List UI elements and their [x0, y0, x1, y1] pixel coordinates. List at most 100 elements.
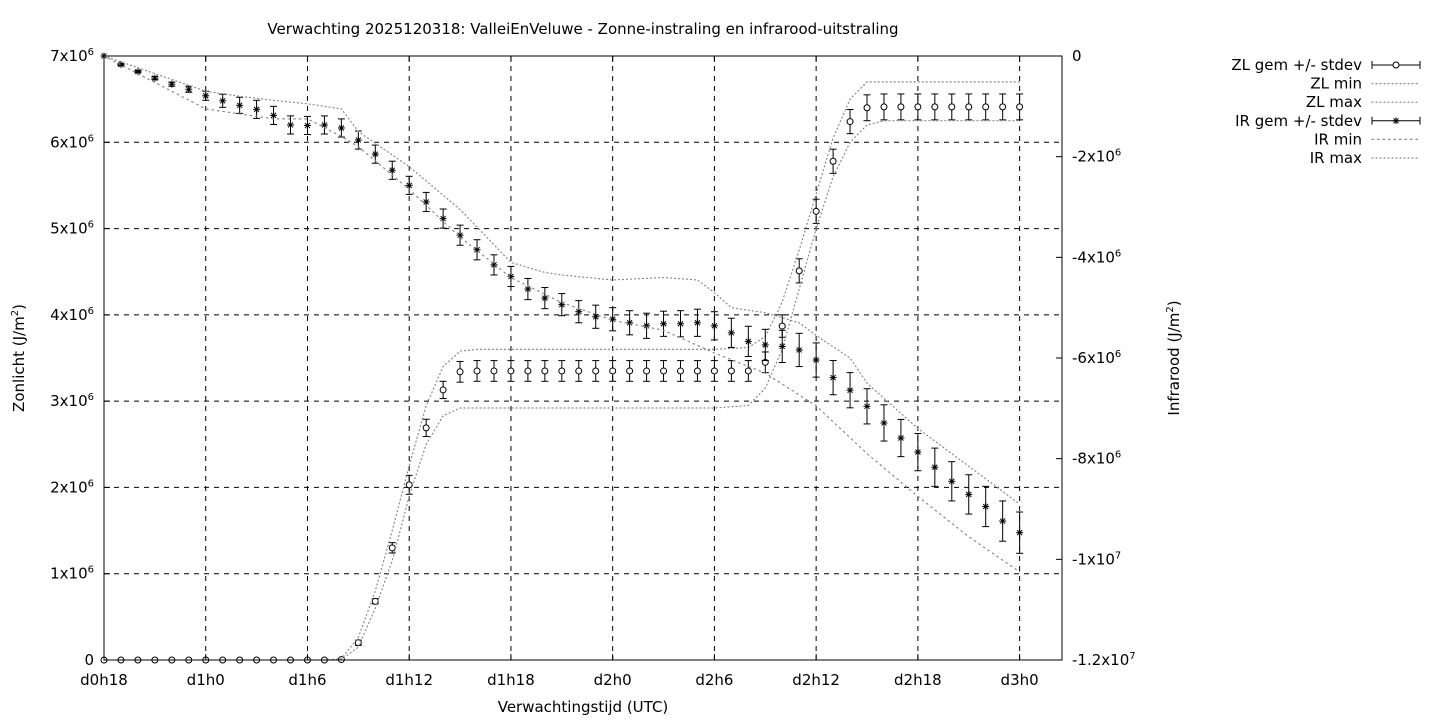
y2-tick-label-exp: 6 [1115, 349, 1121, 360]
ir-gem-stdev-point-d2 [508, 273, 514, 280]
zl-gem-stdev-point [931, 103, 939, 111]
zl-gem-stdev-point [439, 386, 447, 394]
y-tick-label: 3x106 [50, 392, 94, 410]
ir-gem-stdev-point-d2 [1016, 529, 1023, 536]
zl-gem-stdev-point [693, 367, 701, 375]
ir-gem-stdev-point [982, 502, 990, 510]
zl-gem-stdev-point [863, 104, 871, 112]
ir-gem-stdev-point-d2 [372, 151, 379, 158]
legend-item: ZL max [1306, 93, 1421, 111]
zl-gem-stdev-point [660, 367, 668, 375]
series-layer [100, 52, 1024, 664]
y-tick-label: 5x106 [50, 220, 94, 238]
ir-gem-stdev-point [643, 322, 651, 330]
ir-gem-stdev-point-d2 [847, 387, 853, 394]
zl-gem-stdev-point [507, 367, 515, 375]
ir-gem-stdev-point [795, 346, 803, 354]
legend-item: IR gem +/- stdev [1235, 112, 1421, 130]
ir-gem-stdev-point [914, 448, 922, 456]
ir-gem-stdev-point-d2 [202, 92, 209, 99]
zl-gem-stdev-point [1016, 103, 1024, 111]
y-tick-label-base: 7x10 [50, 47, 88, 65]
ir-max-line [103, 55, 1021, 505]
ir-gem-stdev-point-d2 [864, 403, 870, 410]
legend-label: ZL min [1310, 75, 1362, 93]
x-tick-label: d2h6 [695, 671, 733, 689]
y-tick-label-base: 4x10 [50, 306, 88, 324]
y-tick-label: 1x106 [50, 565, 94, 583]
zl-gem-stdev-point [812, 207, 820, 215]
zl-gem-stdev-point [422, 424, 430, 432]
ir-gem-stdev-point [829, 374, 837, 382]
ir-gem-stdev-point-d2 [779, 343, 786, 350]
zl-gem-stdev-point [575, 367, 583, 375]
zl-gem-stdev-point [710, 367, 718, 375]
ir-gem-stdev-point-d2 [406, 182, 413, 189]
ir-gem-stdev-point [880, 419, 888, 427]
ir-gem-stdev-point-d2 [881, 420, 887, 426]
ir-gem-stdev-point-d2 [762, 342, 769, 348]
x-tick-label: d1h18 [487, 671, 535, 689]
legend-item: ZL gem +/- stdev [1231, 56, 1421, 74]
ir-gem-stdev-point [405, 181, 413, 189]
ir-gem-stdev-point [524, 285, 532, 293]
legend-marker [1392, 117, 1400, 125]
y-tick-label: 6x106 [50, 133, 94, 151]
legend-label: IR gem +/- stdev [1235, 112, 1362, 130]
axes: d0h18 d1h0 d1h6 d1h12 d1h18 d2h0 d2h6 d2h12 d2h1… [50, 47, 1136, 689]
y2-tick-label-base: -1.2x10 [1072, 651, 1129, 669]
y-tick-label-base: 5x10 [50, 220, 88, 238]
legend-marker-d2 [1393, 117, 1399, 124]
y-tick-label-base: 0 [84, 651, 94, 669]
zl-gem-stdev-point [676, 367, 684, 375]
grid [103, 56, 1062, 660]
y-tick-label-base: 3x10 [50, 392, 88, 410]
ir-gem-stdev-point [1016, 529, 1024, 537]
y2-tick-label: -1.2x107 [1072, 651, 1136, 669]
ir-gem-stdev-point-d2 [728, 329, 735, 336]
zl-max-line [323, 81, 1021, 661]
y2-tick-label: -4x106 [1072, 248, 1121, 266]
chart-title: Verwachting 2025120318: ValleiEnVeluwe -… [267, 20, 898, 38]
ir-min-line [103, 55, 1021, 573]
ir-gem-stdev-point [948, 477, 956, 485]
legend-item: IR min [1314, 130, 1421, 148]
legend-marker [1392, 61, 1400, 69]
ir-gem-stdev-point [253, 105, 261, 113]
y2-tick-label-base: -1x10 [1072, 550, 1115, 568]
y2-tick-label-exp: 6 [1115, 148, 1121, 159]
ir-gem-stdev-point-d2 [982, 503, 989, 510]
legend-label: IR max [1310, 149, 1362, 167]
zl-gem-stdev-point [999, 103, 1007, 111]
ir-gem-stdev-point [744, 337, 752, 345]
ir-gem-stdev-point-d2 [185, 86, 192, 93]
x-tick-label: d2h18 [894, 671, 942, 689]
ir-gem-stdev-point [558, 301, 566, 309]
y2-tick-label-base: -6x10 [1072, 349, 1115, 367]
ir-gem-stdev-point [151, 74, 159, 82]
zl-gem-stdev-point [456, 368, 464, 376]
ir-gem-stdev-point-d2 [915, 449, 921, 455]
ir-gem-stdev-point-d2 [948, 478, 955, 485]
y-tick-label-exp: 6 [88, 565, 94, 576]
y-tick-label-base: 6x10 [50, 133, 88, 151]
ir-gem-stdev-point [236, 101, 244, 109]
y-tick-label: 7x106 [50, 47, 94, 65]
y-tick-label-exp: 6 [88, 392, 94, 403]
ir-gem-stdev-point [965, 490, 973, 498]
legend-item: IR max [1310, 149, 1421, 167]
ir-gem-stdev-point [303, 121, 311, 129]
ir-gem-stdev-point [354, 136, 362, 144]
ir-gem-stdev-point [897, 434, 905, 442]
y-tick-label-exp: 6 [88, 220, 94, 231]
legend-label: IR min [1314, 130, 1362, 148]
y-tick-label-exp: 6 [88, 47, 94, 58]
y-axis-label: Zonlicht (J/m2) [10, 304, 28, 412]
ir-gem-stdev-point [693, 319, 701, 327]
ir-gem-stdev-point [761, 341, 769, 349]
zl-gem-stdev-point [405, 481, 413, 489]
ir-gem-stdev-point [778, 342, 786, 350]
ir-gem-stdev-point-d2 [236, 102, 243, 109]
ir-gem-stdev-point-d2 [270, 112, 277, 119]
